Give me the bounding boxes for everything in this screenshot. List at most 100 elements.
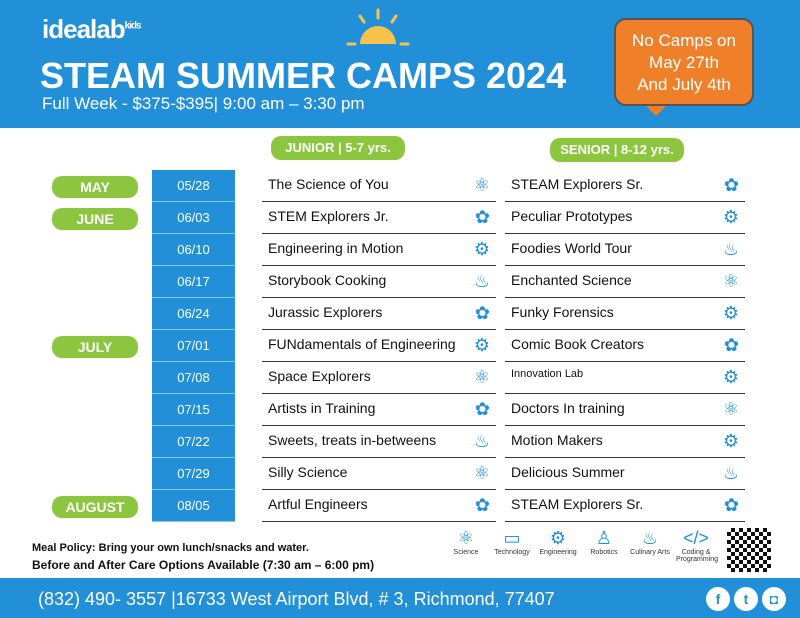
instagram-icon[interactable]: ◘ [762, 587, 786, 611]
date-cell: 05/28 [152, 170, 235, 202]
camp-name: FUNdamentals of Engineering [268, 336, 456, 352]
date-cell: 06/03 [152, 202, 235, 234]
senior-camp-row: Funky Forensics ⚙ [505, 298, 745, 330]
culinary-icon: ♨ [722, 463, 739, 483]
legend-label: Coding & Programming [676, 549, 719, 563]
junior-camp-row: Silly Science ⚛ [262, 458, 496, 490]
legend-label: Science [453, 549, 479, 556]
sun-icon [346, 8, 410, 46]
arts-icon: ✿ [474, 495, 490, 515]
science-icon: ⚛ [457, 528, 475, 548]
date-cell: 07/29 [152, 458, 235, 490]
legend-label: Technology [494, 549, 530, 556]
date-cell: 08/05 [152, 490, 235, 522]
legend-item: ⚛ Science [446, 528, 486, 563]
camp-name: Peculiar Prototypes [511, 208, 633, 224]
engineering-icon: ⚙ [722, 207, 739, 227]
subtitle: Full Week - $375-$395| 9:00 am – 3:30 pm [42, 94, 365, 113]
science-icon: ⚛ [722, 399, 739, 419]
page-title: STEAM SUMMER CAMPS 2024 [40, 55, 567, 96]
senior-camp-row: Enchanted Science ⚛ [505, 266, 745, 298]
arts-icon: ✿ [474, 399, 490, 419]
camp-name: Engineering in Motion [268, 240, 404, 256]
care-options: Before and After Care Options Available … [32, 558, 375, 572]
logo-sup: kids [124, 20, 142, 32]
junior-camp-row: Artful Engineers ✿ [262, 490, 496, 522]
camp-name: STEAM Explorers Sr. [511, 176, 644, 192]
header: idealabkids STEAM SUMMER CAMPS 2024 Full… [0, 0, 800, 128]
date-cell: 07/22 [152, 426, 235, 458]
coding-icon: </> [682, 528, 710, 548]
camp-name: Delicious Summer [511, 464, 625, 480]
date-cell: 06/17 [152, 266, 235, 298]
science-icon: ⚛ [473, 175, 490, 195]
culinary-icon: ♨ [473, 271, 490, 291]
arts-icon: ✿ [474, 303, 490, 323]
twitter-icon[interactable]: t [734, 587, 758, 611]
camp-name: Sweets, treats in-betweens [268, 432, 437, 448]
month-label: JULY [52, 336, 138, 358]
science-icon: ⚛ [473, 463, 490, 483]
camp-name: Funky Forensics [511, 304, 614, 320]
legend-label: Engineering [539, 549, 577, 556]
junior-camp-row: The Science of You ⚛ [262, 170, 496, 202]
senior-camp-row: Delicious Summer ♨ [505, 458, 745, 490]
month-label: JUNE [52, 208, 138, 230]
senior-camp-row: STEAM Explorers Sr. ✿ [505, 490, 745, 522]
junior-camp-row: STEM Explorers Jr. ✿ [262, 202, 496, 234]
facebook-icon[interactable]: f [706, 587, 730, 611]
senior-label: SENIOR | 8-12 yrs. [550, 138, 684, 162]
junior-camp-row: Engineering in Motion ⚙ [262, 234, 496, 266]
legend-label: Culinary Arts [630, 549, 670, 556]
dates-column: 05/28 06/03 06/10 06/17 06/24 07/01 07/08 07/15… [152, 170, 235, 522]
engineering-icon: ⚙ [473, 239, 490, 259]
arts-icon: ✿ [474, 207, 490, 227]
engineering-icon: ⚙ [722, 303, 739, 323]
senior-camp-row: Innovation Lab ⚙ [505, 362, 745, 394]
science-icon: ⚛ [473, 367, 490, 387]
arts-icon: ✿ [723, 335, 739, 355]
senior-camp-row: Peculiar Prototypes ⚙ [505, 202, 745, 234]
arts-icon: ✿ [723, 495, 739, 515]
legend-item: ⚙ Engineering [538, 528, 578, 563]
legend-item: ♨ Culinary Arts [630, 528, 670, 563]
senior-camp-row: STEAM Explorers Sr. ✿ [505, 170, 745, 202]
camp-name: Artists in Training [268, 400, 376, 416]
culinary-icon: ♨ [722, 239, 739, 259]
senior-camp-row: Foodies World Tour ♨ [505, 234, 745, 266]
camp-name: STEAM Explorers Sr. [511, 496, 644, 512]
senior-camp-row: Motion Makers ⚙ [505, 426, 745, 458]
science-icon: ⚛ [722, 271, 739, 291]
engineering-icon: ⚙ [722, 431, 739, 451]
legend-item: </> Coding & Programming [676, 528, 719, 563]
junior-label: JUNIOR | 5-7 yrs. [271, 136, 405, 160]
camp-name: Space Explorers [268, 368, 371, 384]
footer: (832) 490- 3557 |16733 West Airport Blvd… [0, 578, 800, 618]
qr-code[interactable] [727, 528, 771, 572]
date-cell: 07/08 [152, 362, 235, 394]
camp-name: Artful Engineers [268, 496, 368, 512]
logo-text: idealab [42, 14, 126, 44]
month-label: MAY [52, 176, 138, 198]
month-label: AUGUST [52, 496, 138, 518]
junior-camp-row: Jurassic Explorers ✿ [262, 298, 496, 330]
date-cell: 06/24 [152, 298, 235, 330]
date-cell: 07/01 [152, 330, 235, 362]
notice-bubble: No Camps on May 27th And July 4th [614, 18, 754, 116]
legend-item: ▭ Technology [492, 528, 532, 563]
icon-legend: ⚛ Science ▭ Technology ⚙ Engineering ♙ Robotics… [446, 528, 762, 563]
camp-name: Foodies World Tour [511, 240, 632, 256]
culinary-icon: ♨ [473, 431, 490, 451]
date-cell: 06/10 [152, 234, 235, 266]
junior-camp-row: Sweets, treats in-betweens ♨ [262, 426, 496, 458]
junior-camp-row: Artists in Training ✿ [262, 394, 496, 426]
robotics-icon: ♙ [595, 528, 613, 548]
notice-line: And July 4th [637, 75, 731, 94]
senior-camp-row: Comic Book Creators ✿ [505, 330, 745, 362]
junior-camp-row: Storybook Cooking ♨ [262, 266, 496, 298]
notice-line: May 27th [649, 53, 719, 72]
senior-camp-row: Doctors In training ⚛ [505, 394, 745, 426]
camp-name: Comic Book Creators [511, 336, 645, 352]
camp-name: STEM Explorers Jr. [268, 208, 389, 224]
camp-name: The Science of You [268, 176, 389, 192]
